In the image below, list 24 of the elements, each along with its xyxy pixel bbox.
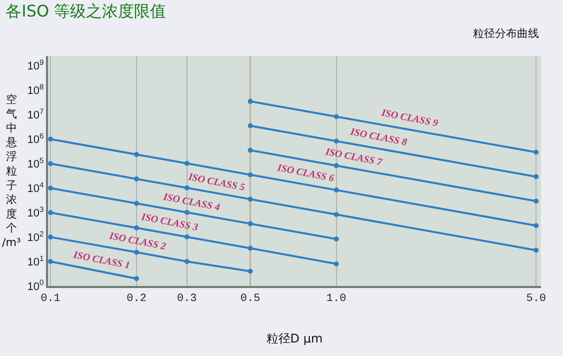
y-tick-label: 10$^{6}$ bbox=[27, 131, 44, 146]
text: ISO CLASS 5 bbox=[186, 172, 246, 194]
x-axis-title: 粒径D μm bbox=[266, 332, 323, 346]
y-tick-label: 10$^{5}$ bbox=[27, 156, 44, 170]
y-tick-label: 10$^{7}$ bbox=[27, 106, 44, 122]
y-tick-label: 10$^{2}$ bbox=[27, 229, 44, 244]
chart-subtitle: 粒径分布曲线 bbox=[473, 27, 539, 40]
text: 空气中悬浮粒子浓度个/m³ bbox=[2, 93, 21, 249]
y-tick-label: 10$^{3}$ bbox=[27, 204, 44, 220]
x-tick-label: 1.0 bbox=[326, 293, 346, 306]
text: ISO CLASS 9 bbox=[380, 108, 439, 130]
x-tick-label: 0.1 bbox=[40, 293, 61, 306]
y-tick-label: 10$^{9}$ bbox=[27, 58, 44, 73]
x-tick-label: 5.0 bbox=[526, 293, 546, 306]
text: ISO CLASS 8 bbox=[348, 126, 408, 148]
chart-title: 各ISO 等级之浓度限值 bbox=[6, 2, 166, 21]
x-tick-label: 0.2 bbox=[126, 293, 146, 306]
x-tick-label: 0.3 bbox=[176, 293, 197, 306]
y-tick-label: 10$^{8}$ bbox=[27, 82, 44, 98]
text: ISO CLASS 4 bbox=[161, 192, 221, 214]
y-tick-label: 10$^{0}$ bbox=[27, 278, 44, 293]
y-tick-label: 10$^{4}$ bbox=[27, 180, 45, 195]
x-tick-label: 0.5 bbox=[240, 293, 260, 306]
y-tick-label: 10$^{1}$ bbox=[27, 254, 44, 268]
